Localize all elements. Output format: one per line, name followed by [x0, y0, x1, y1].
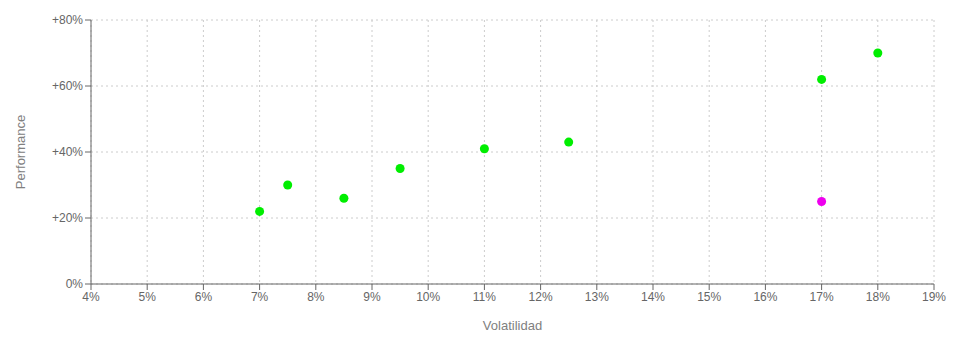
svg-text:+20%: +20% — [52, 211, 83, 225]
svg-text:10%: 10% — [416, 290, 440, 304]
svg-text:14%: 14% — [641, 290, 665, 304]
svg-text:6%: 6% — [195, 290, 213, 304]
svg-text:13%: 13% — [585, 290, 609, 304]
svg-text:+80%: +80% — [52, 13, 83, 27]
svg-text:12%: 12% — [529, 290, 553, 304]
svg-text:Volatilidad: Volatilidad — [483, 318, 542, 333]
svg-text:0%: 0% — [66, 277, 84, 291]
svg-text:11%: 11% — [473, 290, 496, 304]
svg-text:8%: 8% — [307, 290, 325, 304]
svg-text:18%: 18% — [866, 290, 890, 304]
svg-text:+40%: +40% — [52, 145, 83, 159]
svg-text:5%: 5% — [139, 290, 157, 304]
svg-text:19%: 19% — [922, 290, 946, 304]
svg-text:7%: 7% — [251, 290, 269, 304]
svg-text:15%: 15% — [697, 290, 721, 304]
svg-text:17%: 17% — [810, 290, 834, 304]
svg-text:16%: 16% — [753, 290, 777, 304]
svg-text:9%: 9% — [363, 290, 381, 304]
svg-text:Performance: Performance — [13, 115, 28, 189]
svg-text:+60%: +60% — [52, 79, 83, 93]
svg-text:4%: 4% — [82, 290, 100, 304]
